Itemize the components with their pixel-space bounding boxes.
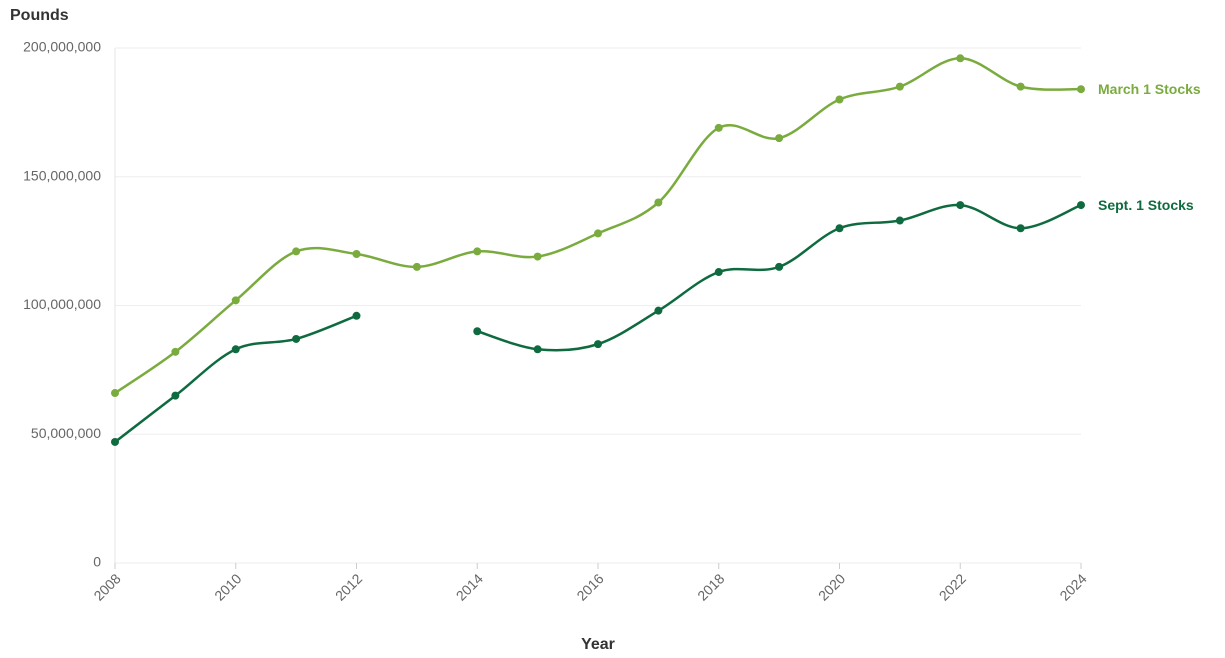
data-point [1016, 82, 1025, 91]
data-point [775, 262, 784, 271]
x-tick-label: 2008 [90, 570, 123, 603]
x-axis-title: Year [581, 636, 615, 653]
data-point [1077, 85, 1085, 94]
data-point [895, 216, 904, 225]
data-point [352, 250, 361, 258]
y-tick-label: 200,000,000 [23, 39, 101, 55]
data-point [594, 340, 602, 349]
data-point [835, 95, 844, 104]
data-point [956, 201, 965, 210]
data-point [1016, 224, 1025, 233]
y-tick-label: 50,000,000 [31, 425, 101, 441]
data-point [594, 229, 602, 238]
series-line [476, 203, 1082, 352]
series-label: Sept. 1 Stocks [1098, 197, 1194, 213]
data-point [231, 345, 240, 354]
y-tick-label: 0 [93, 554, 101, 570]
data-point [1077, 201, 1085, 210]
x-tick-label: 2018 [694, 570, 727, 603]
data-point [473, 247, 482, 256]
data-point [714, 123, 723, 132]
x-tick-label: 2014 [453, 570, 486, 603]
data-point [111, 437, 119, 446]
data-point [654, 306, 663, 315]
data-point [412, 262, 421, 271]
data-point [473, 327, 482, 336]
data-point [231, 296, 240, 305]
data-point [292, 247, 301, 256]
data-point [292, 334, 301, 343]
series-line [114, 314, 357, 443]
x-tick-label: 2016 [573, 570, 606, 603]
data-point [352, 311, 361, 320]
y-tick-label: 150,000,000 [23, 167, 101, 183]
data-point [171, 347, 180, 356]
y-tick-label: 100,000,000 [23, 296, 101, 312]
x-tick-label: 2020 [815, 570, 848, 603]
data-point [171, 391, 180, 400]
x-tick-label: 2022 [936, 570, 969, 603]
series-label: March 1 Stocks [1098, 81, 1201, 97]
data-point [956, 54, 965, 63]
x-tick-label: 2024 [1056, 570, 1089, 603]
y-axis-title: Pounds [10, 7, 69, 24]
x-tick-label: 2012 [332, 570, 365, 603]
data-point [654, 198, 663, 207]
x-tick-label: 2010 [211, 570, 244, 603]
data-point [714, 268, 723, 277]
data-point [775, 134, 784, 143]
data-point [533, 345, 542, 354]
data-point [111, 389, 119, 398]
data-point [835, 224, 844, 233]
data-point [895, 82, 904, 91]
data-point [533, 252, 542, 261]
